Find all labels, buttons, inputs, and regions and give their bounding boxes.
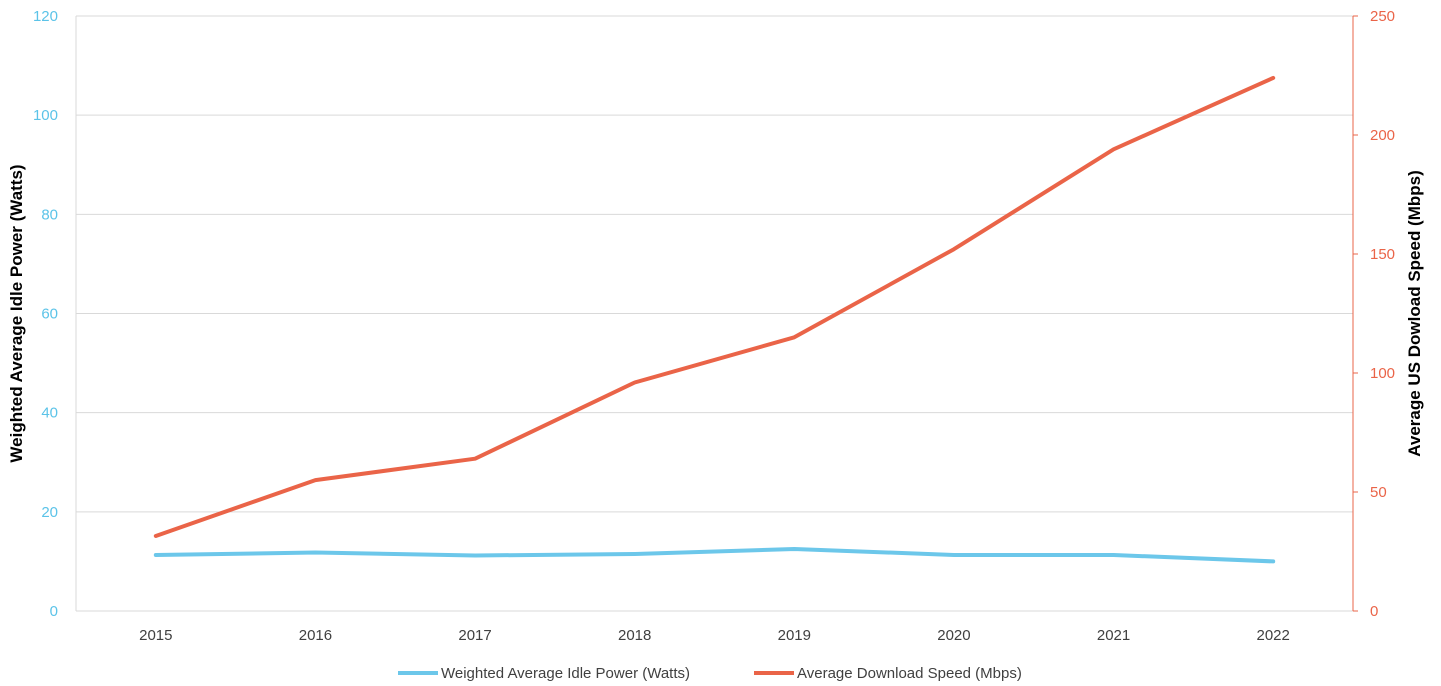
right-axis-tick-label: 100 [1370, 365, 1395, 382]
series-line-download-speed [153, 75, 1276, 538]
left-axis-tick-label: 80 [41, 206, 58, 223]
x-axis-tick-label: 2018 [618, 627, 651, 644]
right-axis-tick-label: 250 [1370, 8, 1395, 25]
gridlines [76, 15, 1353, 513]
x-axis-tick-label: 2019 [778, 627, 811, 644]
left-axis-tick-label: 0 [50, 603, 58, 620]
left-axis-tick-label: 40 [41, 405, 58, 422]
right-axis-tick-label: 0 [1370, 603, 1378, 620]
x-axis-tick-label: 2016 [299, 627, 332, 644]
left-axis-tick-labels: 0 20 40 60 80 100 120 [33, 8, 58, 620]
x-axis-tick-label: 2021 [1097, 627, 1130, 644]
x-axis-tick-label: 2022 [1257, 627, 1290, 644]
legend: Weighted Average Idle Power (Watts) Aver… [398, 665, 1022, 682]
axes [75, 15, 1358, 612]
left-axis-tick-label: 120 [33, 8, 58, 25]
right-axis-tick-label: 50 [1370, 484, 1387, 501]
x-axis-tick-label: 2020 [937, 627, 970, 644]
x-axis-tick-label: 2015 [139, 627, 172, 644]
legend-label-download-speed: Average Download Speed (Mbps) [797, 665, 1022, 682]
right-axis-title: Average US Dowload Speed (Mbps) [1405, 170, 1424, 457]
left-axis-tick-label: 60 [41, 306, 58, 323]
right-axis-tick-label: 150 [1370, 246, 1395, 263]
series-lines [153, 75, 1276, 564]
legend-label-idle-power: Weighted Average Idle Power (Watts) [441, 665, 690, 682]
left-axis-tick-label: 100 [33, 107, 58, 124]
left-axis-title: Weighted Average Idle Power (Watts) [7, 164, 26, 462]
right-axis-tick-labels: 0 50 100 150 200 250 [1370, 8, 1395, 620]
left-axis-tick-label: 20 [41, 504, 58, 521]
x-axis-tick-labels: 2015 2016 2017 2018 2019 2020 2021 2022 [139, 627, 1290, 644]
right-axis-tick-label: 200 [1370, 127, 1395, 144]
series-line-idle-power [153, 547, 1276, 564]
x-axis-tick-label: 2017 [458, 627, 491, 644]
